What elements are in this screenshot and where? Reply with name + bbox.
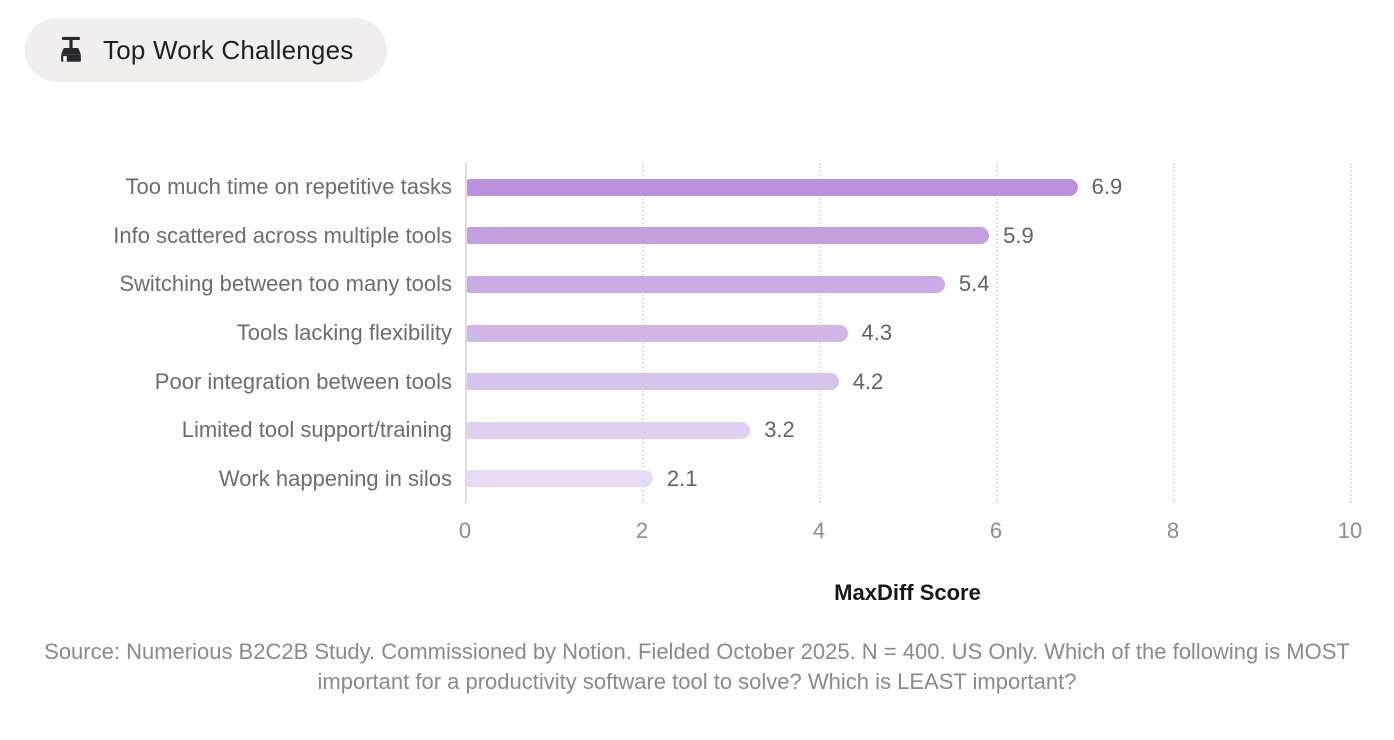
broom-icon bbox=[55, 34, 87, 66]
plot-area: 6.9 5.9 5.4 4.3 4.2 3.2 2.1 bbox=[465, 163, 1352, 503]
x-tick-label-4: 4 bbox=[812, 518, 826, 543]
bar-3 bbox=[467, 275, 945, 293]
x-tick-label-8: 8 bbox=[1166, 518, 1180, 543]
bar-value-label: 6.9 bbox=[1091, 174, 1123, 200]
bar-value-label: 4.3 bbox=[861, 319, 893, 345]
x-tick-label-2: 2 bbox=[635, 518, 649, 543]
category-label: Switching between too many tools bbox=[119, 271, 452, 297]
gridline-x-6 bbox=[996, 163, 998, 503]
bar-2 bbox=[467, 227, 990, 245]
category-label: Too much time on repetitive tasks bbox=[125, 174, 452, 200]
bar-value-label: 3.2 bbox=[764, 417, 795, 443]
x-tick-label-6: 6 bbox=[989, 518, 1003, 543]
bar-value-label: 4.2 bbox=[852, 368, 884, 394]
category-label: Limited tool support/training bbox=[181, 417, 452, 443]
x-tick-label-10: 10 bbox=[1337, 518, 1363, 543]
bar-7 bbox=[467, 470, 653, 488]
x-tick-label-0: 0 bbox=[458, 518, 472, 543]
chart-title-badge: Top Work Challenges bbox=[25, 18, 388, 82]
bar-value-label: 5.9 bbox=[1003, 222, 1034, 248]
gridline-x-10 bbox=[1350, 163, 1352, 503]
bar-value-label: 5.4 bbox=[958, 271, 990, 297]
bar-5 bbox=[467, 373, 839, 391]
y-axis-labels: Too much time on repetitive tasks Info sc… bbox=[0, 163, 452, 503]
bar-6 bbox=[467, 421, 751, 439]
category-label: Work happening in silos bbox=[218, 465, 452, 491]
bar-1 bbox=[467, 178, 1078, 196]
source-footnote: Source: Numerious B2C2B Study. Commissio… bbox=[44, 639, 1350, 694]
category-label: Info scattered across multiple tools bbox=[113, 222, 452, 248]
category-label: Tools lacking flexibility bbox=[236, 319, 452, 345]
bar-4 bbox=[467, 324, 848, 342]
chart-title: Top Work Challenges bbox=[103, 34, 354, 65]
gridline-x-8 bbox=[1173, 163, 1175, 503]
x-axis-title: MaxDiff Score bbox=[834, 580, 981, 605]
bar-value-label: 2.1 bbox=[666, 465, 698, 491]
category-label: Poor integration between tools bbox=[154, 368, 452, 394]
